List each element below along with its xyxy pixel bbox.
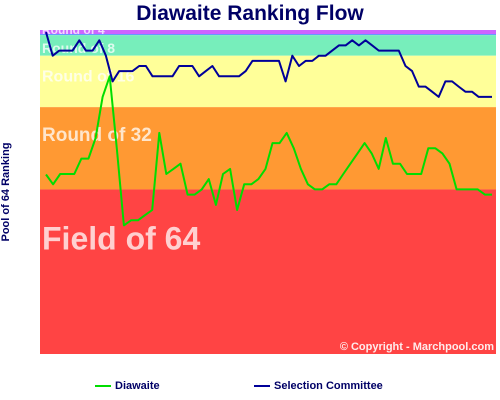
- series-line-selection-committee: [45, 31, 492, 98]
- band-label-round-of-4: Round of 4: [42, 23, 105, 37]
- chart-title: Diawaite Ranking Flow: [136, 2, 364, 25]
- legend-item-diawaite: Diawaite: [95, 380, 160, 392]
- legend-label-selection-committee: Selection Committee: [274, 380, 383, 392]
- top-band-stripe: [40, 30, 496, 34]
- legend: Diawaite Selection Committee: [0, 380, 500, 400]
- legend-swatch-selection-committee: [254, 385, 270, 387]
- series-group: [45, 31, 492, 227]
- band-group: [40, 30, 496, 354]
- legend-label-diawaite: Diawaite: [115, 380, 160, 392]
- band-label-field-of-64: Field of 64: [42, 220, 200, 256]
- band-round-of-16: [40, 55, 496, 108]
- legend-item-selection-committee: Selection Committee: [254, 380, 383, 392]
- copyright-text: © Copyright - Marchpool.com: [340, 341, 494, 353]
- band-field-of-64: [40, 189, 496, 354]
- legend-swatch-diawaite: [95, 385, 111, 387]
- series-line-diawaite: [45, 75, 492, 227]
